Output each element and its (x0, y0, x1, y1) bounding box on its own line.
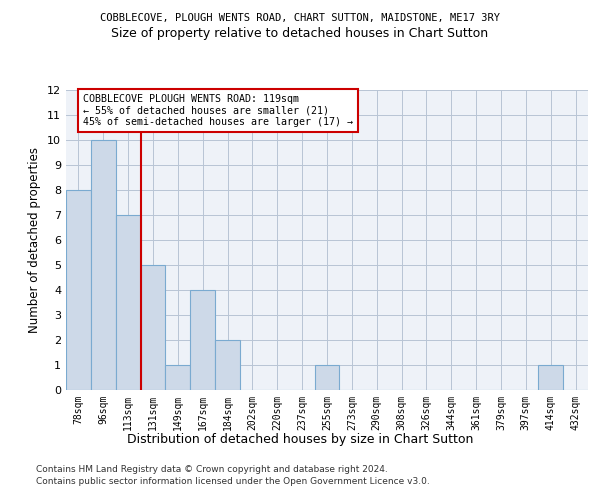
Bar (116, 215, 140, 390)
Bar (538, 365, 563, 390)
Bar (166, 365, 190, 390)
Text: Contains public sector information licensed under the Open Government Licence v3: Contains public sector information licen… (36, 478, 430, 486)
Bar (190, 290, 215, 390)
Text: Distribution of detached houses by size in Chart Sutton: Distribution of detached houses by size … (127, 432, 473, 446)
Text: COBBLECOVE, PLOUGH WENTS ROAD, CHART SUTTON, MAIDSTONE, ME17 3RY: COBBLECOVE, PLOUGH WENTS ROAD, CHART SUT… (100, 12, 500, 22)
Text: COBBLECOVE PLOUGH WENTS ROAD: 119sqm
← 55% of detached houses are smaller (21)
4: COBBLECOVE PLOUGH WENTS ROAD: 119sqm ← 5… (83, 94, 353, 127)
Bar (140, 265, 166, 390)
Text: Contains HM Land Registry data © Crown copyright and database right 2024.: Contains HM Land Registry data © Crown c… (36, 465, 388, 474)
Bar (215, 340, 240, 390)
Text: Size of property relative to detached houses in Chart Sutton: Size of property relative to detached ho… (112, 28, 488, 40)
Bar (314, 365, 340, 390)
Y-axis label: Number of detached properties: Number of detached properties (28, 147, 41, 333)
Bar (66, 190, 91, 390)
Bar (91, 140, 116, 390)
